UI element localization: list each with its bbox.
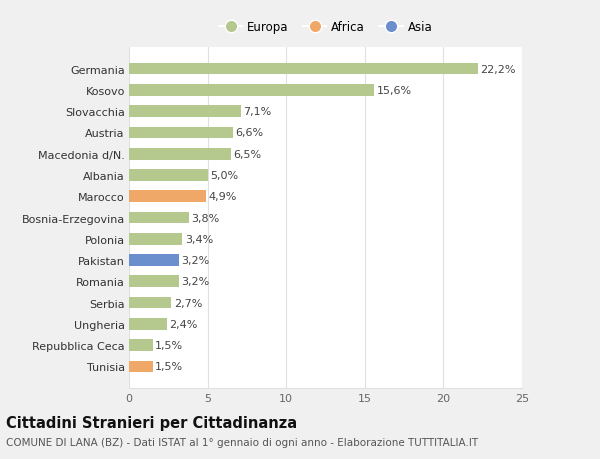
Text: 7,1%: 7,1% bbox=[243, 107, 271, 117]
Text: Cittadini Stranieri per Cittadinanza: Cittadini Stranieri per Cittadinanza bbox=[6, 415, 297, 431]
Bar bbox=[129, 276, 179, 287]
Text: 1,5%: 1,5% bbox=[155, 362, 183, 372]
Bar bbox=[129, 149, 231, 160]
Text: COMUNE DI LANA (BZ) - Dati ISTAT al 1° gennaio di ogni anno - Elaborazione TUTTI: COMUNE DI LANA (BZ) - Dati ISTAT al 1° g… bbox=[6, 437, 478, 447]
Bar bbox=[129, 361, 152, 372]
Bar bbox=[129, 212, 189, 224]
Bar bbox=[129, 64, 478, 75]
Text: 3,4%: 3,4% bbox=[185, 234, 213, 244]
Text: 3,2%: 3,2% bbox=[182, 256, 210, 265]
Text: 2,7%: 2,7% bbox=[174, 298, 202, 308]
Bar bbox=[129, 340, 152, 351]
Text: 22,2%: 22,2% bbox=[481, 64, 516, 74]
Text: 3,8%: 3,8% bbox=[191, 213, 220, 223]
Text: 4,9%: 4,9% bbox=[208, 192, 237, 202]
Bar bbox=[129, 255, 179, 266]
Bar bbox=[129, 297, 172, 309]
Text: 6,6%: 6,6% bbox=[235, 128, 263, 138]
Bar bbox=[129, 318, 167, 330]
Text: 3,2%: 3,2% bbox=[182, 277, 210, 287]
Text: 6,5%: 6,5% bbox=[233, 149, 262, 159]
Text: 5,0%: 5,0% bbox=[210, 171, 238, 180]
Bar bbox=[129, 191, 206, 202]
Bar bbox=[129, 234, 182, 245]
Bar bbox=[129, 106, 241, 118]
Legend: Europa, Africa, Asia: Europa, Africa, Asia bbox=[214, 17, 437, 39]
Bar bbox=[129, 127, 233, 139]
Text: 1,5%: 1,5% bbox=[155, 341, 183, 350]
Bar bbox=[129, 85, 374, 96]
Text: 15,6%: 15,6% bbox=[377, 86, 412, 95]
Text: 2,4%: 2,4% bbox=[169, 319, 197, 329]
Bar bbox=[129, 170, 208, 181]
